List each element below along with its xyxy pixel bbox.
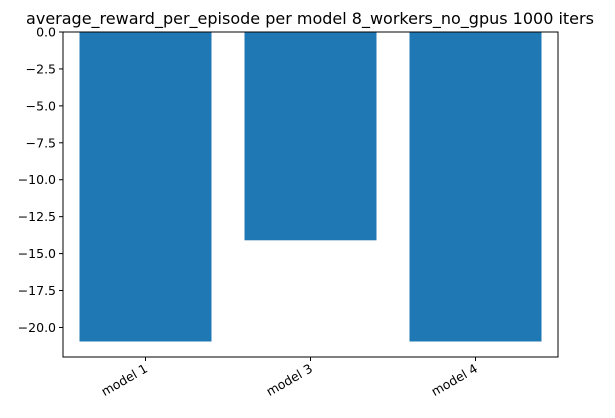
y-tick-label: 0.0: [36, 25, 56, 40]
y-tick-label: −5.0: [26, 98, 56, 113]
y-tick-label: −7.5: [26, 135, 56, 150]
bar-model-4: [409, 32, 542, 342]
x-tick-label: model 3: [263, 361, 315, 399]
y-tick-label: −20.0: [18, 320, 56, 335]
x-tick-label: model 4: [428, 361, 480, 399]
y-tick-label: −17.5: [18, 283, 56, 298]
axes-frame: [62, 31, 559, 358]
x-tick-label: model 1: [98, 361, 150, 399]
x-axis: model 1 model 3 model 4: [98, 357, 480, 399]
chart-title: average_reward_per_episode per model 8_w…: [26, 9, 594, 29]
y-tick-label: −12.5: [18, 209, 56, 224]
y-tick-label: −2.5: [26, 61, 56, 76]
y-tick-label: −15.0: [18, 246, 56, 261]
bars-layer: [79, 32, 542, 342]
bar-model-3: [244, 32, 377, 241]
y-tick-label: −10.0: [18, 172, 56, 187]
y-axis: 0.0 −2.5 −5.0 −7.5 −10.0 −12.5 −15.0 −17.5 −20.0: [18, 25, 63, 335]
bar-model-1: [79, 32, 212, 342]
